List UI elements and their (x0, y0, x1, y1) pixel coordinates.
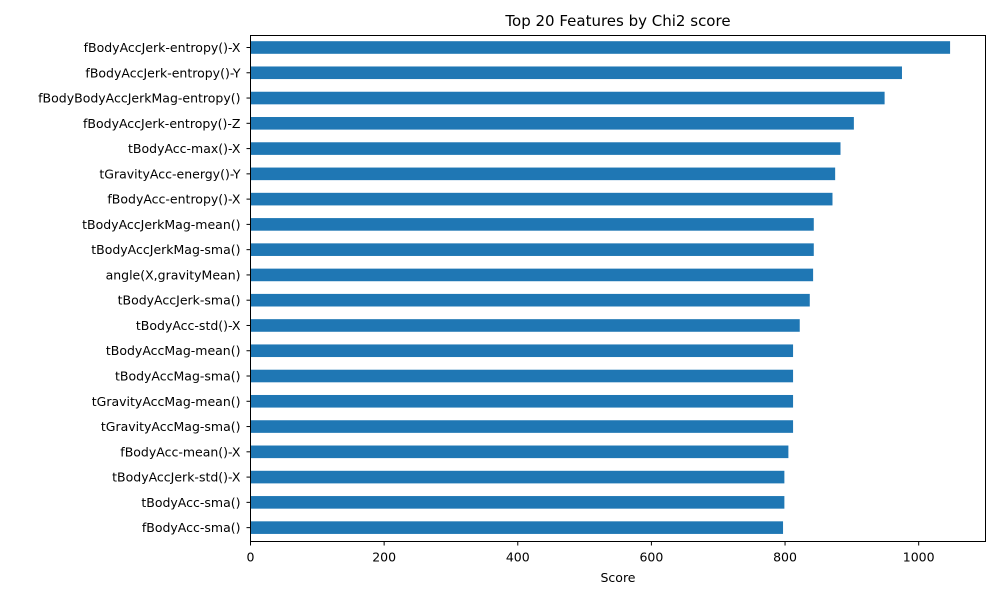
y-tick-label: tGravityAccMag-sma() (101, 419, 241, 434)
y-tick-label: tBodyAcc-max()-X (128, 141, 241, 156)
bar (250, 66, 902, 80)
x-axis-label: Score (600, 570, 635, 585)
bar (250, 167, 836, 181)
y-tick-label: tGravityAcc-energy()-Y (99, 166, 240, 181)
bar (250, 369, 794, 383)
y-tick-label: tBodyAccJerk-sma() (118, 293, 241, 308)
bar (250, 319, 800, 332)
bar (250, 496, 785, 509)
x-tick-label: 200 (372, 550, 396, 565)
bar (250, 470, 785, 484)
bar (250, 117, 854, 130)
plot-frame (250, 35, 986, 542)
x-tick-label: 0 (247, 550, 255, 565)
y-tick-label: fBodyAccJerk-entropy()-X (84, 40, 241, 55)
y-tick-label: tBodyAcc-sma() (141, 495, 240, 510)
x-tick-label: 1000 (903, 550, 935, 565)
x-tick-label: 800 (773, 550, 797, 565)
bar (250, 394, 794, 408)
bar (250, 521, 784, 534)
bar (250, 41, 951, 54)
y-tick-label: fBodyBodyAccJerkMag-entropy() (38, 91, 240, 106)
y-tick-label: fBodyAcc-mean()-X (120, 444, 241, 459)
bar (250, 420, 794, 433)
y-tick-label: angle(X,gravityMean) (106, 267, 241, 282)
bar (250, 192, 833, 206)
bars-group (250, 41, 951, 534)
bar (250, 445, 789, 459)
y-tick-label: tBodyAccJerkMag-sma() (91, 242, 240, 257)
bar (250, 243, 814, 256)
y-axis-ticks: fBodyAccJerk-entropy()-X fBodyAccJerk-ent… (38, 40, 251, 535)
bar (250, 293, 810, 307)
y-tick-label: tBodyAccJerkMag-mean() (82, 217, 240, 232)
y-tick-label: tBodyAccMag-mean() (106, 343, 241, 358)
y-tick-label: fBodyAccJerk-entropy()-Y (85, 65, 240, 80)
y-tick-label: fBodyAccJerk-entropy()-Z (83, 116, 240, 131)
bar (250, 268, 814, 282)
bar (250, 218, 814, 231)
x-tick-label: 600 (639, 550, 663, 565)
y-tick-label: fBodyAcc-sma() (142, 520, 241, 535)
chart-title: Top 20 Features by Chi2 score (504, 12, 730, 30)
bar (250, 344, 794, 358)
bar (250, 142, 841, 155)
y-tick-label: fBodyAcc-entropy()-X (107, 192, 241, 207)
bar (250, 91, 885, 105)
x-tick-label: 400 (506, 550, 530, 565)
y-tick-label: tBodyAccJerk-std()-X (112, 470, 241, 485)
x-axis-ticks: 0 200 400 600 800 1000 (247, 541, 935, 565)
y-tick-label: tBodyAccMag-sma() (115, 369, 241, 384)
y-tick-label: tBodyAcc-std()-X (136, 318, 241, 333)
y-tick-label: tGravityAccMag-mean() (92, 394, 241, 409)
